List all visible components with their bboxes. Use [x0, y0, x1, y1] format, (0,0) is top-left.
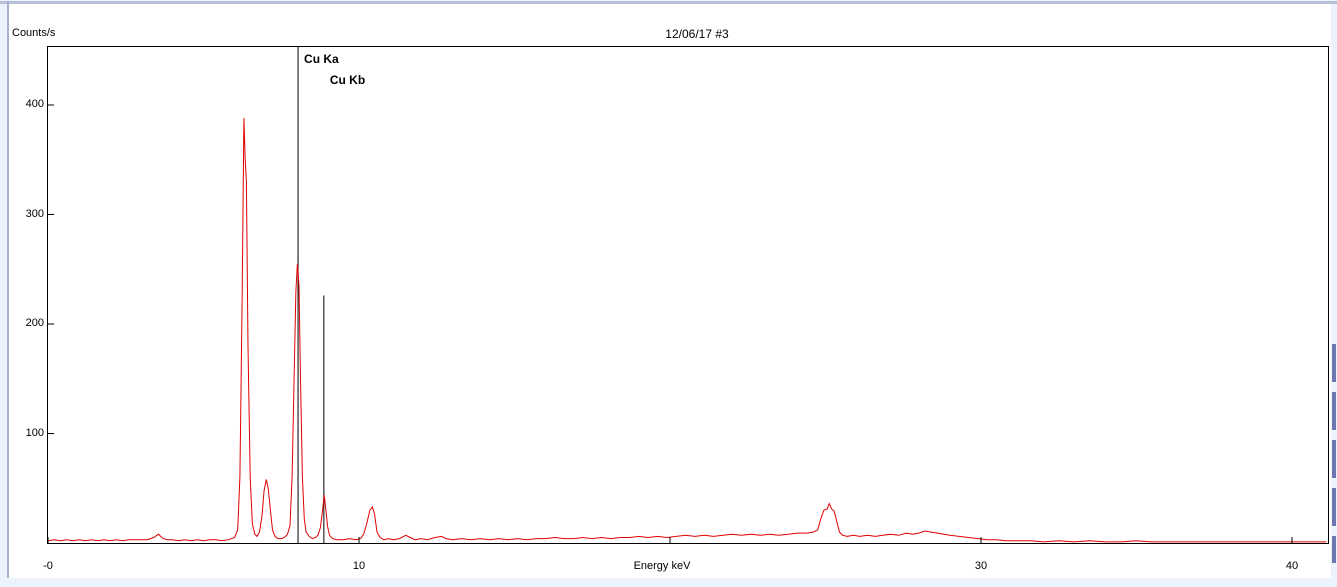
marker-label-cu-ka: Cu Ka — [304, 52, 339, 66]
x-tick-label: -0 — [43, 560, 53, 572]
y-tick-label: 100 — [25, 426, 44, 439]
spectrum-trace — [48, 118, 1327, 543]
chart-title: 12/06/17 #3 — [665, 27, 729, 41]
splitter-dash — [1332, 344, 1336, 382]
x-tick-label: 10 — [352, 560, 366, 572]
window-top-edge — [0, 1, 1337, 4]
marker-label-cu-kb: Cu Kb — [329, 73, 366, 87]
splitter-dash — [1332, 440, 1336, 478]
x-axis-title: Energy keV — [633, 560, 691, 572]
splitter-dash — [1332, 536, 1336, 563]
y-axis-title: Counts/s — [12, 27, 56, 39]
splitter-dash — [1332, 488, 1336, 526]
spectrum-canvas[interactable] — [48, 47, 1328, 543]
spectrum-plot-area[interactable]: Cu Ka Cu Kb — [47, 46, 1329, 544]
right-edge-splitter — [1332, 0, 1336, 587]
y-tick-label: 300 — [25, 207, 44, 220]
y-tick-label: 400 — [25, 98, 44, 110]
window-left-edge — [7, 1, 9, 578]
x-tick-label: 30 — [974, 560, 988, 572]
y-tick-label: 200 — [25, 317, 44, 329]
x-tick-label: 40 — [1285, 560, 1299, 572]
splitter-dash — [1332, 392, 1336, 430]
